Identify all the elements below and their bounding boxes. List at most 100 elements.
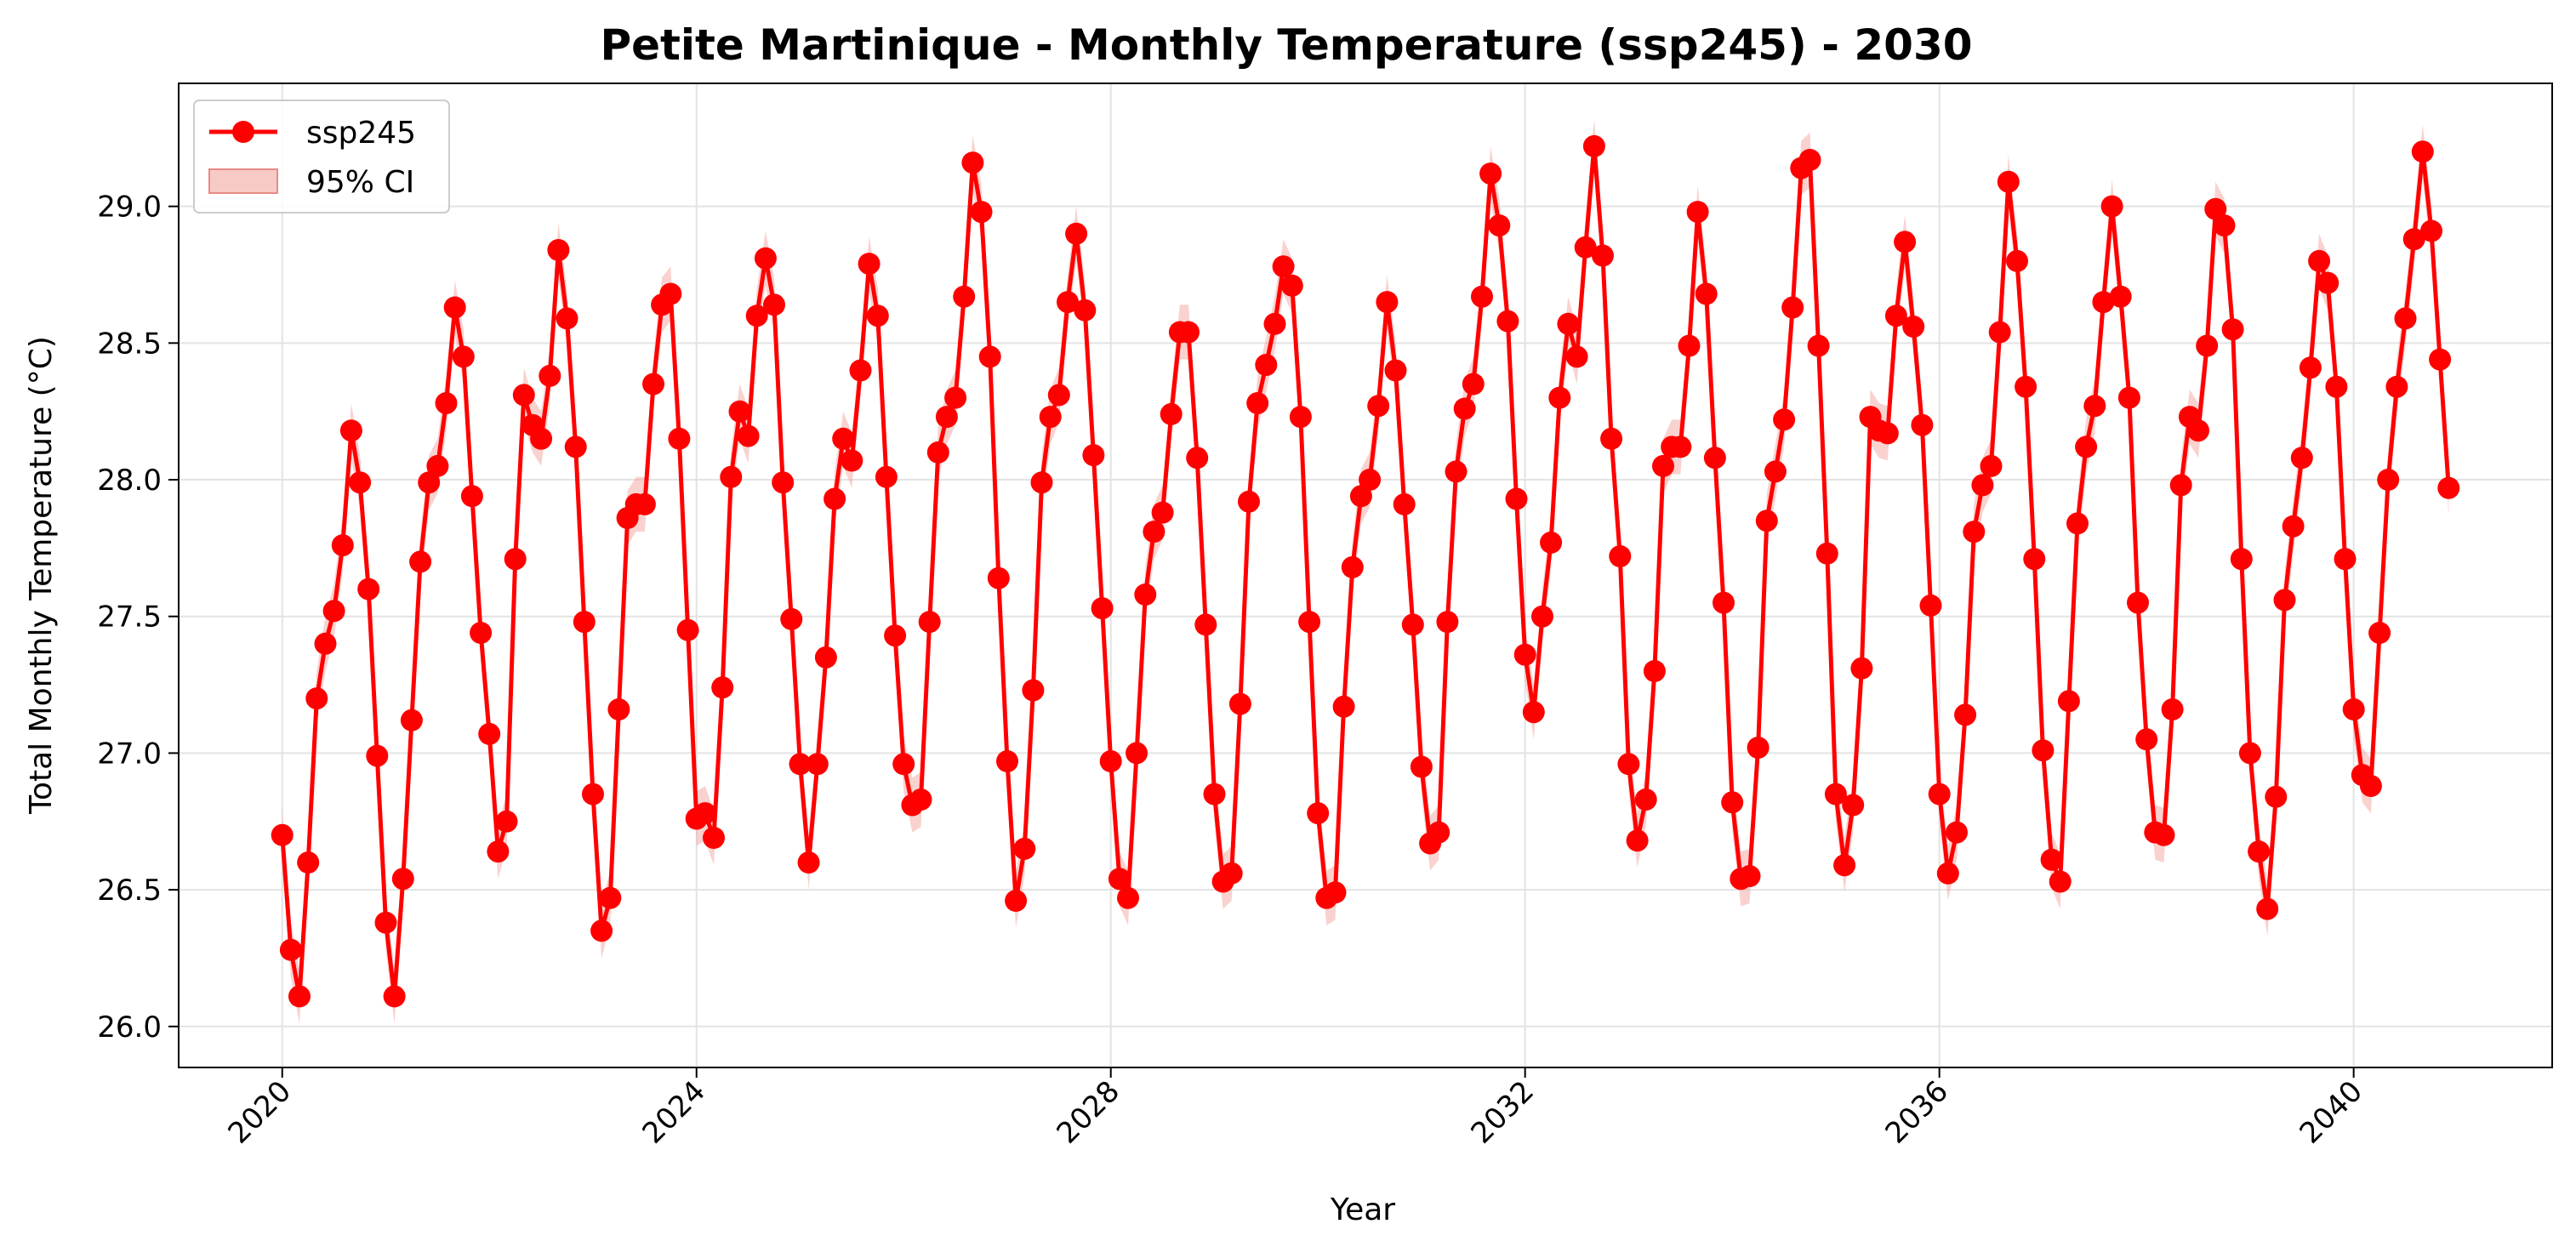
data-point: [633, 492, 656, 515]
data-point: [676, 618, 699, 641]
data-point: [374, 911, 397, 934]
data-point: [1186, 447, 1209, 470]
data-point: [1963, 521, 1986, 544]
data-point: [1307, 802, 1330, 825]
data-point: [1359, 469, 1382, 491]
data-point: [1884, 305, 1907, 327]
data-point: [590, 919, 613, 942]
data-point: [1143, 521, 1165, 544]
data-point: [1513, 643, 1536, 666]
data-point: [1082, 444, 1105, 467]
data-point: [426, 454, 449, 477]
data-point: [1462, 373, 1485, 396]
data-point: [2429, 348, 2452, 371]
data-point: [512, 384, 535, 407]
data-point: [1324, 881, 1347, 904]
data-point: [1401, 613, 1424, 636]
legend-band-swatch: [208, 168, 278, 194]
data-point: [1815, 542, 1838, 565]
data-point: [1833, 854, 1856, 877]
data-point: [1057, 291, 1079, 314]
data-point: [2411, 140, 2434, 163]
data-point: [2152, 823, 2175, 846]
data-point: [711, 676, 734, 699]
data-point: [1030, 471, 1053, 494]
data-point: [2437, 476, 2460, 499]
data-point: [797, 851, 820, 874]
data-point: [418, 471, 441, 494]
data-point: [1928, 783, 1951, 805]
data-point: [1005, 890, 1028, 912]
data-point: [2066, 512, 2089, 535]
data-point: [1713, 591, 1735, 614]
data-point: [2230, 548, 2253, 571]
data-point: [1695, 282, 1718, 305]
data-point: [1065, 222, 1088, 245]
data-point: [2368, 622, 2391, 644]
data-point: [547, 239, 570, 261]
data-point: [1220, 862, 1243, 885]
series-marker-layer: [271, 134, 2460, 1008]
data-point: [841, 449, 863, 472]
data-point: [2057, 690, 2080, 713]
data-point: [357, 578, 380, 601]
data-point: [339, 419, 362, 442]
data-point: [271, 823, 294, 846]
data-point: [530, 427, 553, 450]
data-point: [1781, 296, 1804, 319]
data-point: [504, 548, 527, 571]
data-point: [1272, 255, 1295, 278]
data-point: [1126, 742, 1148, 765]
data-point: [961, 151, 984, 174]
data-point: [970, 201, 993, 224]
data-point: [1626, 829, 1649, 852]
y-tick-label: 26.5: [97, 874, 162, 908]
data-point: [1738, 865, 1761, 887]
data-point: [556, 307, 578, 330]
data-point: [314, 632, 337, 655]
data-point: [2256, 897, 2279, 920]
data-point: [1634, 788, 1657, 811]
data-point: [495, 810, 518, 833]
data-point: [1289, 406, 1312, 429]
data-point: [1479, 162, 1502, 185]
data-point: [1988, 321, 2011, 344]
data-point: [918, 611, 941, 634]
data-point: [2299, 356, 2322, 379]
data-point: [1471, 285, 1493, 308]
data-point: [1074, 299, 1097, 322]
data-point: [2308, 249, 2331, 272]
data-point: [2282, 515, 2305, 538]
data-point: [1332, 695, 1355, 718]
data-point: [1263, 312, 1286, 335]
data-point: [2377, 469, 2400, 491]
chart-title: Petite Martinique - Monthly Temperature …: [600, 20, 1972, 70]
data-point: [772, 471, 795, 494]
data-point: [1134, 583, 1157, 606]
data-point: [1453, 397, 1476, 420]
data-point: [1592, 244, 1614, 267]
data-point: [2238, 742, 2261, 765]
data-point: [1548, 386, 1571, 409]
plot-frame: [178, 83, 2553, 1068]
data-point: [1099, 750, 1122, 772]
x-axis-label: Year: [1330, 1193, 1395, 1227]
data-point: [1393, 492, 1416, 515]
data-point: [884, 624, 907, 647]
data-point: [1091, 597, 1114, 620]
data-point: [2334, 548, 2357, 571]
data-point: [331, 534, 354, 557]
data-point: [1824, 783, 1847, 805]
data-point: [2161, 698, 2184, 720]
data-point: [1496, 310, 1519, 333]
data-point: [1686, 201, 1709, 224]
y-tick-label: 26.0: [97, 1010, 162, 1045]
data-point: [487, 840, 510, 863]
y-axis-label: Total Monthly Temperature (°C): [24, 336, 59, 815]
data-point: [1039, 406, 1062, 429]
data-point: [2006, 249, 2028, 272]
y-tick-label: 28.5: [97, 327, 162, 361]
data-point: [349, 471, 372, 494]
data-point: [288, 985, 311, 1008]
